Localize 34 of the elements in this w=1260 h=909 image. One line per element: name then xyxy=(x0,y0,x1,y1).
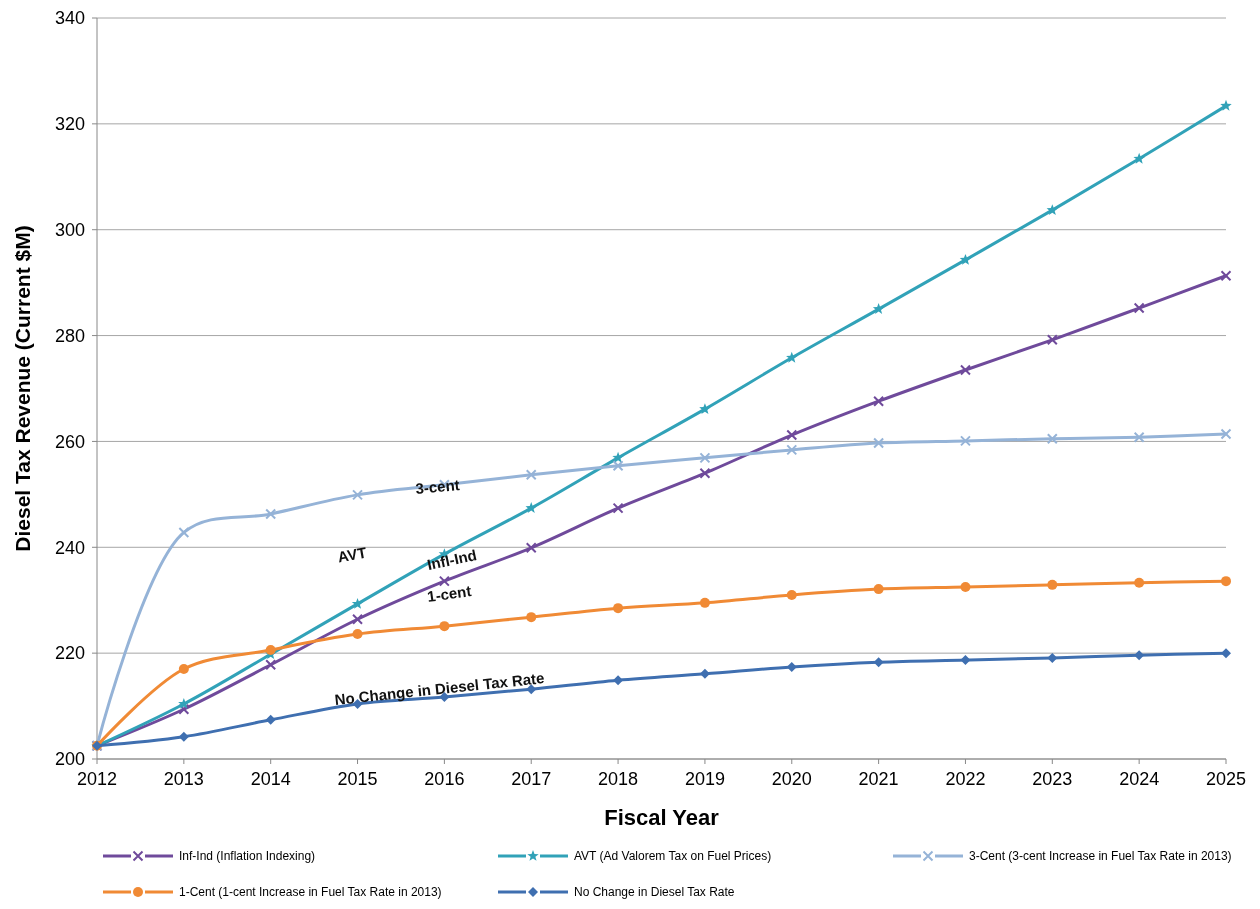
x-tick-label: 2022 xyxy=(945,769,986,789)
x-tick-label: 2021 xyxy=(858,769,899,789)
y-tick-label: 280 xyxy=(54,325,85,346)
x-tick-label: 2017 xyxy=(511,769,552,789)
x-tick-label: 2014 xyxy=(250,769,291,789)
annotation: Infl-Ind xyxy=(425,546,479,574)
legend-label: 3-Cent (3-cent Increase in Fuel Tax Rate in 2013) xyxy=(969,849,1232,864)
y-tick-label: 220 xyxy=(54,643,85,664)
y-tick-label: 320 xyxy=(54,114,85,135)
y-tick-label: 200 xyxy=(54,749,85,770)
x-tick-label: 2019 xyxy=(684,769,725,789)
legend-label: 1-Cent (1-cent Increase in Fuel Tax Rate in 2013) xyxy=(179,885,442,900)
annotation: AVT xyxy=(336,543,368,566)
legend-label: No Change in Diesel Tax Rate xyxy=(574,885,735,900)
x-tick-label: 2013 xyxy=(163,769,204,789)
legend-label: AVT (Ad Valorem Tax on Fuel Prices) xyxy=(574,849,772,864)
x-tick-label: 2015 xyxy=(337,769,378,789)
y-tick-label: 300 xyxy=(54,220,85,241)
y-tick-label: 340 xyxy=(54,8,85,29)
x-tick-label: 2016 xyxy=(424,769,465,789)
annotation: No Change in Diesel Tax Rate xyxy=(333,669,546,708)
x-tick-label: 2020 xyxy=(771,769,812,789)
annotation: 3-cent xyxy=(414,476,461,497)
x-tick-label: 2023 xyxy=(1032,769,1073,789)
x-tick-label: 2012 xyxy=(76,769,118,789)
x-axis-title: Fiscal Year xyxy=(604,805,720,830)
x-tick-label: 2025 xyxy=(1205,769,1247,789)
legend-label: Inf-Ind (Inflation Indexing) xyxy=(179,849,316,864)
y-tick-label: 240 xyxy=(54,537,85,558)
y-tick-label: 260 xyxy=(54,431,85,452)
x-tick-label: 2018 xyxy=(598,769,639,789)
y-axis-title: Diesel Tax Revenue (Current $M) xyxy=(11,225,34,552)
annotation: 1-cent xyxy=(426,582,473,606)
x-tick-label: 2024 xyxy=(1119,769,1160,789)
